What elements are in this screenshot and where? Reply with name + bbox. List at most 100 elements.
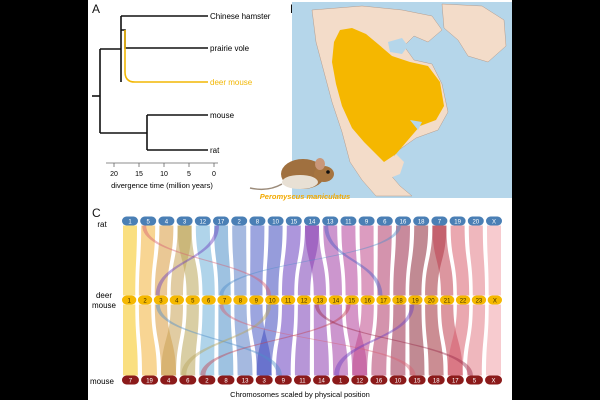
- deer-chromosome: [296, 295, 312, 305]
- mouse-chromosome: [465, 375, 483, 385]
- rat-chromosome-label: X: [492, 220, 496, 226]
- synteny-ribbon-rat: [323, 225, 342, 296]
- time-tick-label: 0: [212, 171, 216, 178]
- rat-chromosome: [358, 216, 375, 226]
- mouse-ear: [315, 158, 325, 170]
- synteny-ribbon-rearranged: [334, 304, 415, 376]
- rat-chromosome-label: 3: [183, 220, 187, 226]
- synteny-ribbon-rat: [266, 225, 283, 296]
- synteny-ribbon-rat: [250, 225, 265, 296]
- tree-branch-prairie-vole: [121, 29, 208, 49]
- deer-chromosome: [217, 295, 232, 305]
- mexico-south: [384, 154, 404, 178]
- tree-label-chinese-hamster: Chinese hamster: [210, 12, 271, 21]
- synteny-ribbon-mouse: [425, 304, 444, 376]
- rat-chromosome-label: 1: [128, 220, 132, 226]
- mouse-chromosome-label: 3: [263, 379, 267, 385]
- deer-chromosome-label: X: [493, 299, 497, 305]
- rat-chromosome: [376, 216, 393, 226]
- deer-chromosome-label: 6: [207, 299, 211, 305]
- rat-chromosome: [249, 216, 266, 226]
- time-axis-label: divergence time (million years): [111, 181, 213, 190]
- mouse-chromosome-label: 19: [146, 379, 153, 385]
- deer-chromosome: [408, 295, 423, 305]
- rat-chromosome-label: 13: [327, 220, 334, 226]
- synteny-ribbon-mouse: [256, 304, 279, 376]
- deer-chromosome-label: 16: [364, 299, 371, 305]
- synteny-ribbon-mouse: [466, 304, 486, 376]
- deer-chromosome-label: 12: [301, 299, 308, 305]
- synteny-ribbon-mouse: [390, 304, 406, 376]
- synteny-ribbon-mouse: [486, 304, 501, 376]
- synteny-ribbon-mouse: [180, 304, 199, 376]
- deer-chromosome: [312, 295, 328, 305]
- deer-chromosome-label: 15: [348, 299, 355, 305]
- mouse-eye: [326, 170, 330, 174]
- rat-chromosome-label: 19: [454, 220, 461, 226]
- mouse-chromosome: [332, 375, 350, 385]
- synteny-ribbon-rat: [377, 225, 392, 296]
- synteny-ribbon-rat: [487, 225, 501, 296]
- hudson-bay: [388, 38, 408, 54]
- mouse-head: [314, 166, 334, 182]
- mouse-chromosome-label: 6: [186, 379, 190, 385]
- synteny-ribbon-mouse: [275, 304, 295, 376]
- deer-chromosome-label: 9: [255, 299, 259, 305]
- species-caption: Peromyscus maniculatus: [259, 192, 351, 201]
- synteny-ribbon-rearranged: [200, 304, 351, 376]
- deer-chromosome: [122, 295, 137, 305]
- mouse-chromosome: [141, 375, 159, 385]
- synteny-ribbon-rat: [341, 225, 358, 296]
- deer-chromosome: [360, 295, 375, 305]
- deer-chromosome-label: 2: [143, 299, 147, 305]
- deer-chromosome: [185, 295, 200, 305]
- deer-chromosome: [440, 295, 455, 305]
- mouse-chromosome: [160, 375, 178, 385]
- synteny-ribbon-rearranged: [155, 304, 282, 376]
- synteny-ribbon-rat: [282, 225, 301, 296]
- rat-chromosome-label: 12: [199, 220, 206, 226]
- deer-chromosome: [233, 295, 248, 305]
- rat-chromosome: [158, 216, 175, 226]
- deer-chromosome: [455, 295, 471, 305]
- deer-chromosome: [137, 295, 153, 305]
- rat-chromosome-label: 8: [256, 220, 260, 226]
- deer-chromosome: [392, 295, 407, 305]
- mouse-chromosome: [370, 375, 388, 385]
- rat-chromosome-label: 11: [345, 220, 352, 226]
- greenland: [441, 3, 507, 63]
- mouse-chromosome: [198, 375, 216, 385]
- synteny-ribbon-rearranged: [314, 304, 473, 376]
- mouse-chromosome-label: 14: [318, 379, 325, 385]
- tree-label-prairie-vole: prairie vole: [210, 44, 250, 53]
- rat-chromosome-label: 18: [418, 220, 425, 226]
- deer-chromosome-label: 20: [428, 299, 435, 305]
- rat-chromosome: [413, 216, 430, 226]
- mouse-chromosome: [446, 375, 464, 385]
- row-label-mouse: mouse: [90, 377, 115, 386]
- rat-chromosome: [467, 216, 484, 226]
- great-lakes: [410, 120, 422, 130]
- time-tick-label: 10: [160, 171, 168, 178]
- time-tick-label: 15: [135, 171, 143, 178]
- rat-chromosome: [395, 216, 411, 226]
- mouse-chromosome: [351, 375, 369, 385]
- mouse-chromosome-label: 12: [356, 379, 363, 385]
- rat-chromosome-label: 10: [272, 220, 279, 226]
- mouse-tail: [249, 183, 283, 191]
- deer-chromosome-label: 17: [380, 299, 387, 305]
- synteny-ribbon-rat: [154, 225, 174, 296]
- deer-chromosome: [487, 295, 502, 305]
- synteny-ribbon-rat: [393, 225, 410, 296]
- synteny-ribbon-mouse: [218, 304, 234, 376]
- mouse-chromosome: [179, 375, 197, 385]
- range-map: [292, 2, 512, 198]
- mouse-chromosome: [313, 375, 331, 385]
- synteny-ribbon-rat: [409, 225, 429, 296]
- mouse-chromosome-label: 15: [414, 379, 421, 385]
- synteny-ribbon-rat: [305, 225, 327, 296]
- rat-chromosome: [267, 216, 284, 226]
- time-tick-label: 20: [110, 171, 118, 178]
- mouse-chromosome-label: X: [492, 379, 496, 385]
